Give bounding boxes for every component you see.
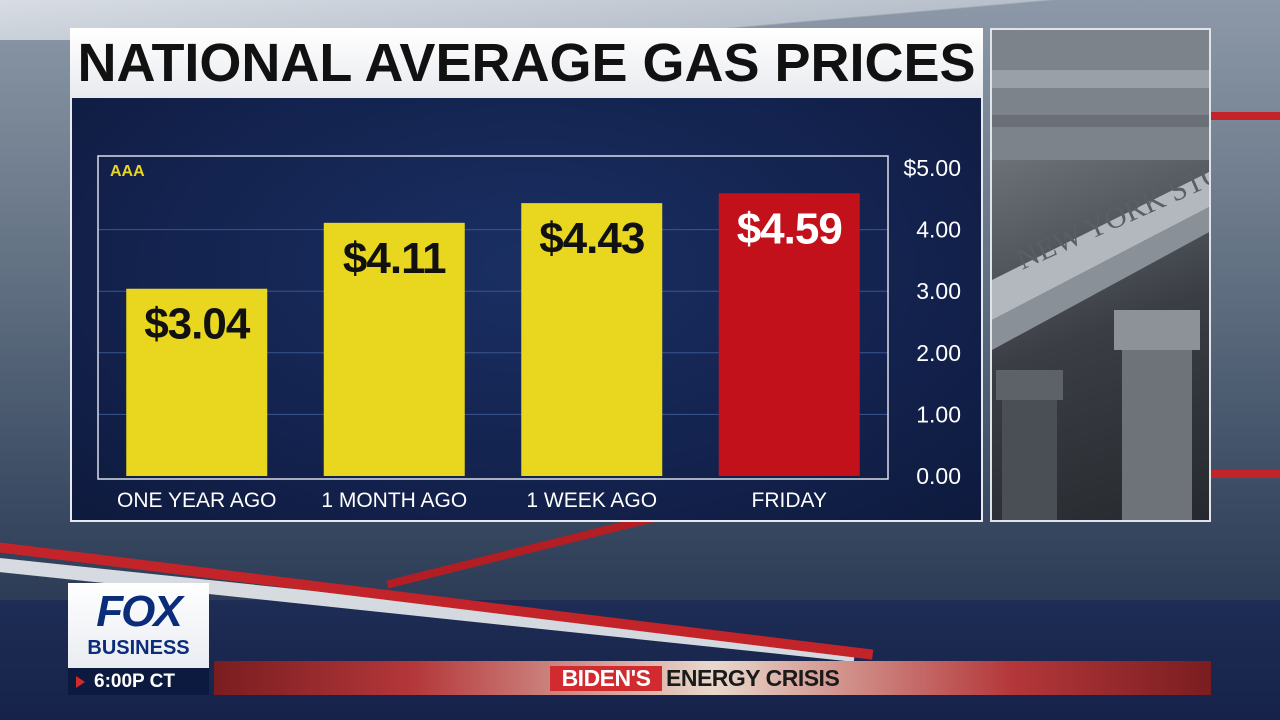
chart-title-box: NATIONAL AVERAGE GAS PRICES bbox=[70, 28, 983, 98]
x-tick-label: FRIDAY bbox=[752, 489, 827, 512]
chart-panel: AAA $3.04 ONE YEAR AGO $4.11 1 MONTH AGO $4.4… bbox=[70, 98, 983, 522]
headline-highlight-box bbox=[550, 666, 662, 691]
fox-business-logo: FOX BUSINESS bbox=[68, 583, 209, 668]
logo-business-text: BUSINESS bbox=[87, 637, 190, 659]
source-label: AAA bbox=[110, 163, 145, 180]
y-tick-label: $5.00 bbox=[903, 155, 961, 181]
stock-exchange-photo: NEW YORK STOCK bbox=[990, 28, 1211, 522]
studio-red-stripe-right bbox=[1210, 112, 1280, 120]
data-label: $4.11 bbox=[343, 234, 446, 283]
bar bbox=[521, 203, 663, 476]
data-label: $3.04 bbox=[144, 300, 251, 349]
x-tick-label: ONE YEAR AGO bbox=[117, 489, 277, 512]
headline-text: ENERGY CRISIS bbox=[666, 665, 840, 691]
time-text: 6:00P CT bbox=[94, 671, 175, 692]
logo-fox-text: FOX bbox=[96, 587, 182, 636]
headline-bar bbox=[214, 661, 1211, 695]
data-label: $4.59 bbox=[737, 204, 842, 253]
x-tick-label: 1 WEEK AGO bbox=[526, 489, 657, 512]
plot-frame bbox=[97, 155, 889, 480]
bar-chart: AAA $3.04 ONE YEAR AGO $4.11 1 MONTH AGO $4.4… bbox=[97, 155, 961, 512]
y-tick-label: 0.00 bbox=[916, 463, 961, 489]
building-illustration: NEW YORK STOCK bbox=[992, 30, 1209, 520]
time-badge: 6:00P CT bbox=[68, 668, 209, 695]
headline-highlight: BIDEN'S bbox=[561, 665, 651, 691]
bar bbox=[718, 193, 860, 477]
y-tick-label: 2.00 bbox=[916, 340, 961, 366]
y-tick-label: 1.00 bbox=[916, 401, 961, 427]
y-tick-label: 3.00 bbox=[916, 278, 961, 304]
y-tick-label: 4.00 bbox=[916, 217, 961, 243]
bar bbox=[323, 222, 465, 476]
studio-red-stripe-right-2 bbox=[1210, 470, 1280, 478]
play-arrow-icon bbox=[76, 676, 85, 688]
bar bbox=[126, 288, 268, 476]
x-tick-label: 1 MONTH AGO bbox=[321, 489, 467, 512]
studio-floor bbox=[0, 600, 1280, 720]
data-label: $4.43 bbox=[539, 214, 644, 263]
chart-title: NATIONAL AVERAGE GAS PRICES bbox=[77, 33, 976, 93]
